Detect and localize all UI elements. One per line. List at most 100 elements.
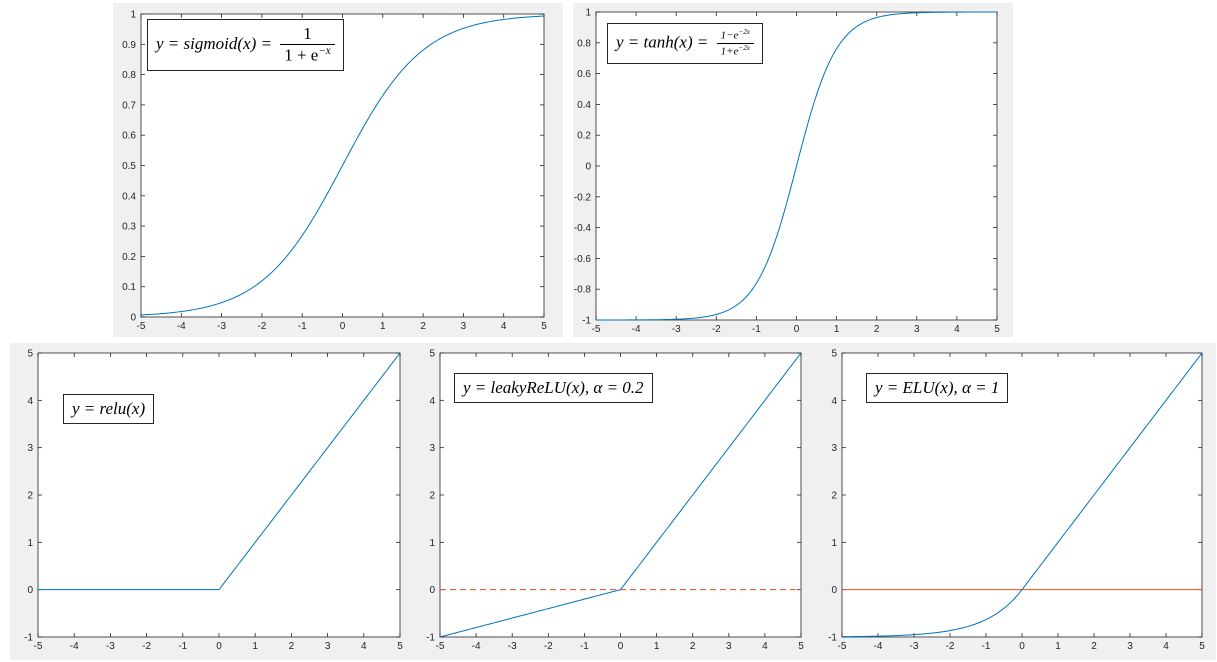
tanh-legend: y = tanh(x) = 1−e−2x 1+e−2x: [607, 23, 763, 64]
sigmoid-series-line: [140, 15, 545, 316]
leakyrelu-y-tick-label: -1: [426, 633, 435, 644]
leakyrelu-x-tick-label: -4: [472, 641, 481, 652]
relu-x-tick-label: -4: [70, 641, 79, 652]
elu-y-tick-label: 1: [831, 538, 837, 549]
relu-x-tick-label: -3: [106, 641, 115, 652]
leakyrelu-x-tick-label: 1: [654, 641, 660, 652]
relu-y-tick-label: 0: [27, 585, 33, 596]
tanh-x-tick-label: 0: [794, 324, 800, 335]
sigmoid-legend-denominator: 1 + e−x: [280, 45, 335, 66]
leakyrelu-x-tick-label: 5: [798, 641, 804, 652]
relu-x-tick-label: 3: [325, 641, 331, 652]
relu-y-tick-label: 5: [27, 349, 33, 360]
relu-legend: y = relu(x): [63, 394, 155, 425]
sigmoid-y-tick-label: 0.6: [122, 131, 136, 142]
leakyrelu-x-tick-label: -2: [544, 641, 553, 652]
relu-x-tick-label: 2: [289, 641, 295, 652]
elu-legend-text: y = ELU(x), α = 1: [875, 378, 1000, 397]
elu-x-tick-label: 4: [1163, 641, 1169, 652]
leakyrelu-chart-panel: -5 -4 -3 -2 -1 0 1 2 3 4 5 -1 0 1 2 3 4 5 y = leakyReLU(x…: [412, 343, 814, 660]
tanh-legend-numerator: 1−e−2x: [716, 28, 754, 44]
tanh-x-tick-label: -3: [672, 324, 681, 335]
sigmoid-x-tick-label: -4: [177, 321, 186, 332]
tanh-y-tick-label: -0.4: [574, 223, 592, 234]
elu-chart-panel: -5 -4 -3 -2 -1 0 1 2 3 4 5 -1 0 1 2 3 4 5 y = ELU(x), α =…: [814, 343, 1216, 660]
tanh-x-tick-label: -5: [592, 324, 601, 335]
relu-series-line: [38, 352, 401, 591]
relu-x-tick-label: 4: [361, 641, 367, 652]
leakyrelu-x-tick-label: 0: [618, 641, 624, 652]
sigmoid-y-tick-label: 0.5: [122, 161, 136, 172]
relu-y-tick-label: -1: [24, 633, 33, 644]
tanh-x-tick-label: 2: [874, 324, 880, 335]
relu-legend-text: y = relu(x): [72, 399, 146, 418]
relu-x-tick-label: -5: [34, 641, 43, 652]
tanh-y-tick-label: -0.8: [574, 285, 592, 296]
tanh-legend-fraction: 1−e−2x 1+e−2x: [716, 28, 754, 59]
tanh-y-tick-label: 0.6: [577, 69, 591, 80]
leakyrelu-y-tick-label: 2: [429, 491, 435, 502]
leakyrelu-x-tick-label: -1: [580, 641, 589, 652]
relu-y-tick-label: 4: [27, 396, 33, 407]
relu-x-tick-label: 1: [252, 641, 258, 652]
sigmoid-legend: y = sigmoid(x) = 1 1 + e−x: [147, 19, 344, 72]
sigmoid-x-tick-label: -1: [298, 321, 307, 332]
relu-y-tick-label: 2: [27, 491, 33, 502]
leakyrelu-x-tick-label: 3: [726, 641, 732, 652]
relu-x-tick-label: -2: [142, 641, 151, 652]
tanh-x-tick-label: -2: [712, 324, 721, 335]
sigmoid-chart-panel: -5 -4 -3 -2 -1 0 1 2 3 4 5 0 0.1 0.2 0.3 0.4 0.5 0.6 0.7 0.…: [113, 3, 563, 337]
tanh-x-tick-label: 4: [954, 324, 960, 335]
tanh-legend-num-base: 1−e: [720, 29, 739, 42]
elu-x-tick-label: -2: [946, 641, 955, 652]
relu-chart-panel: -5 -4 -3 -2 -1 0 1 2 3 4 5 -1 0 1 2 3 4 5 y = relu(x): [10, 343, 412, 660]
sigmoid-x-tick-label: -5: [137, 321, 146, 332]
tanh-y-tick-label: 0.2: [577, 131, 591, 142]
elu-x-tick-label: 5: [1199, 641, 1205, 652]
elu-series-line: [841, 352, 1203, 638]
leakyrelu-x-tick-label: -3: [508, 641, 517, 652]
sigmoid-x-tick-label: 2: [420, 321, 426, 332]
tanh-legend-den-exponent: −2x: [738, 43, 750, 52]
elu-y-tick-label: 2: [831, 491, 837, 502]
sigmoid-legend-den-base: 1 + e: [284, 46, 319, 66]
sigmoid-legend-lhs: y = sigmoid(x) =: [156, 34, 272, 54]
leakyrelu-x-tick-label: 2: [690, 641, 696, 652]
leakyrelu-y-tick-label: 5: [429, 349, 435, 360]
leakyrelu-y-tick-label: 1: [429, 538, 435, 549]
elu-chart: -5 -4 -3 -2 -1 0 1 2 3 4 5 -1 0 1 2 3 4 5: [828, 349, 1205, 653]
elu-y-tick-label: -1: [828, 633, 837, 644]
tanh-y-tick-label: -0.2: [574, 192, 592, 203]
sigmoid-y-tick-label: 0.1: [122, 282, 136, 293]
leakyrelu-y-tick-label: 4: [429, 396, 435, 407]
leakyrelu-y-tick-label: 0: [429, 585, 435, 596]
tanh-x-tick-label: -1: [752, 324, 761, 335]
sigmoid-y-tick-label: 0.4: [122, 191, 136, 202]
tanh-legend-denominator: 1+e−2x: [717, 44, 754, 59]
sigmoid-legend-fraction: 1 1 + e−x: [280, 24, 335, 66]
elu-x-tick-label: 2: [1091, 641, 1097, 652]
sigmoid-legend-numerator: 1: [280, 24, 335, 46]
leakyrelu-y-tick-label: 3: [429, 443, 435, 454]
relu-y-tick-label: 3: [27, 443, 33, 454]
tanh-legend-den-base: 1+e: [720, 45, 739, 58]
tanh-y-tick-label: 1: [585, 8, 591, 19]
sigmoid-y-tick-label: 0.7: [122, 100, 136, 111]
leakyrelu-x-tick-label: -5: [436, 641, 445, 652]
elu-x-tick-label: 3: [1127, 641, 1133, 652]
elu-y-tick-label: 3: [831, 443, 837, 454]
relu-y-tick-label: 1: [27, 538, 33, 549]
tanh-series-line: [595, 11, 998, 321]
sigmoid-x-tick-label: -2: [257, 321, 266, 332]
sigmoid-y-tick-label: 0.3: [122, 222, 136, 233]
tanh-x-tick-label: 5: [994, 324, 1000, 335]
relu-chart: -5 -4 -3 -2 -1 0 1 2 3 4 5 -1 0 1 2 3 4 5: [24, 349, 403, 653]
sigmoid-y-tick-label: 0.8: [122, 70, 136, 81]
sigmoid-y-tick-label: 1: [130, 10, 136, 21]
elu-y-tick-label: 4: [831, 396, 837, 407]
relu-x-tick-label: 0: [216, 641, 222, 652]
sigmoid-x-tick-label: 5: [541, 321, 547, 332]
sigmoid-y-tick-label: 0.2: [122, 252, 136, 263]
sigmoid-y-tick-label: 0: [130, 313, 136, 324]
leakyrelu-legend: y = leakyReLU(x), α = 0.2: [454, 373, 653, 404]
